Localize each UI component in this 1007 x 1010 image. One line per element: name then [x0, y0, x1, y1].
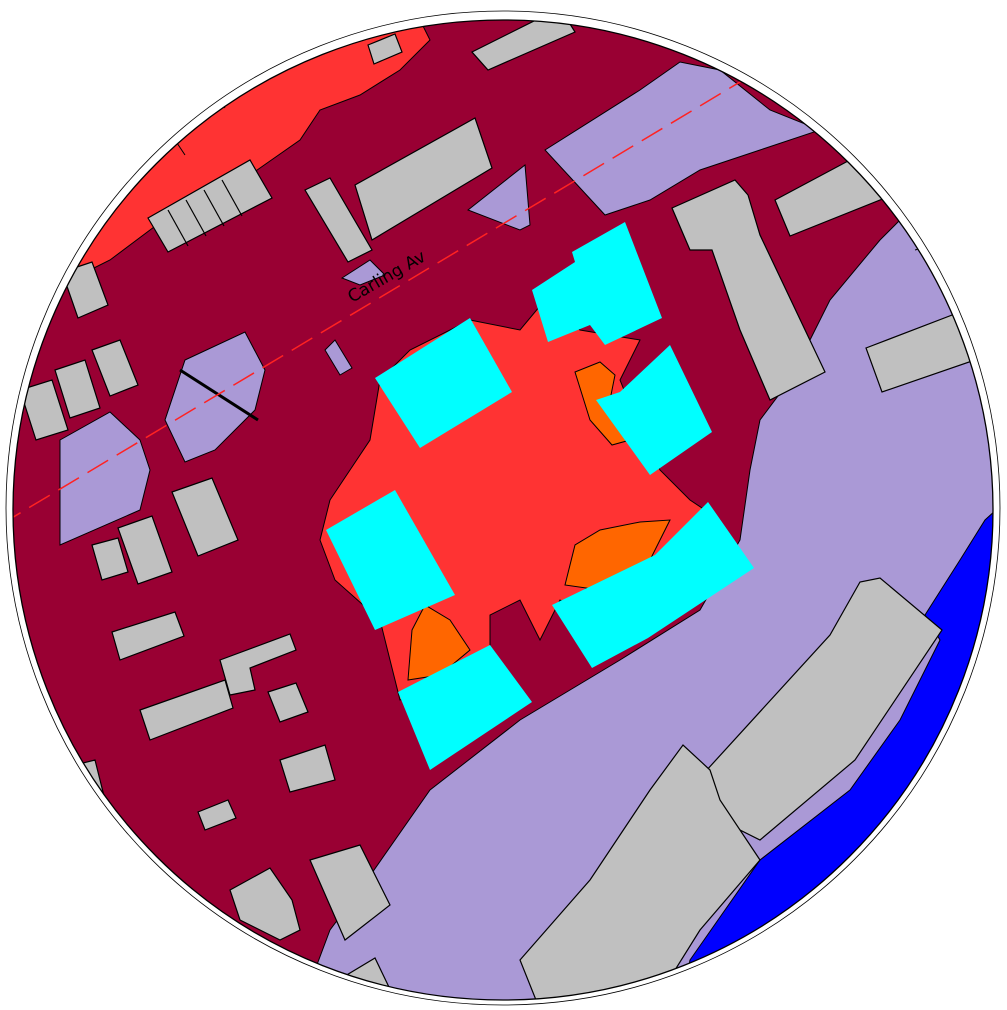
- building: [519, 744, 761, 1000]
- building: [219, 633, 297, 696]
- building: [111, 611, 185, 661]
- building: [91, 339, 139, 397]
- building: [367, 33, 403, 65]
- proposed-building-5: [552, 502, 754, 668]
- proposed-building-4: [326, 490, 455, 630]
- building: [304, 177, 373, 263]
- building: [19, 379, 69, 441]
- building: [309, 844, 391, 941]
- zone-lavender-west: [59, 411, 151, 546]
- building: [671, 179, 826, 401]
- proposed-building-1: [375, 318, 512, 448]
- building: [279, 744, 336, 793]
- building: [139, 679, 234, 741]
- building: [229, 867, 301, 941]
- building: [54, 359, 101, 419]
- building: [61, 261, 109, 319]
- building: [117, 515, 173, 585]
- map-boundary-outer: [5, 10, 1001, 1006]
- existing-buildings: [19, 20, 976, 1000]
- building: [91, 537, 129, 581]
- proposed-building-6: [398, 645, 532, 770]
- street-centerline: [13, 69, 761, 526]
- proposed-buildings: [326, 222, 754, 770]
- proposed-building-3: [596, 345, 712, 475]
- map-boundary: [12, 19, 994, 1001]
- building: [267, 682, 309, 723]
- building: [471, 20, 576, 71]
- building: [197, 799, 237, 831]
- building: [354, 117, 493, 241]
- building: [171, 477, 239, 557]
- proposed-building-2: [532, 222, 662, 345]
